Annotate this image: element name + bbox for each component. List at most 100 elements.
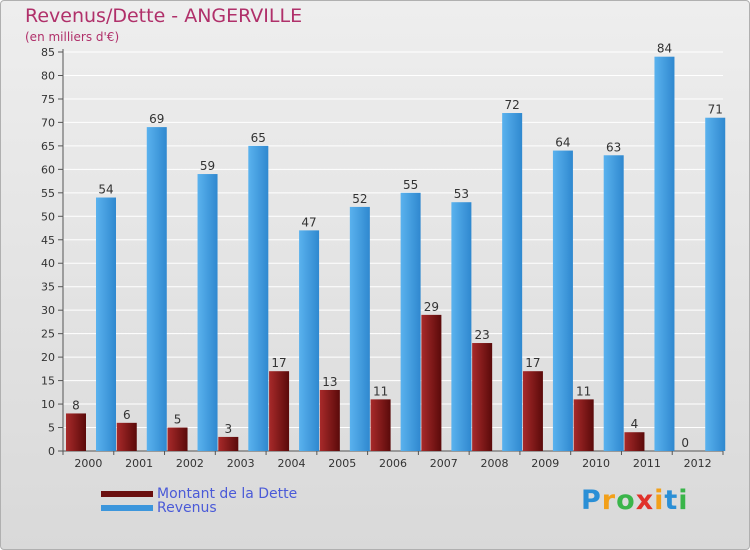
data-label: 63 xyxy=(606,140,621,154)
bar-revenus xyxy=(349,206,370,451)
bars xyxy=(66,56,726,452)
y-tick-label: 75 xyxy=(41,93,55,106)
bar-revenus xyxy=(248,145,269,451)
bar-revenus xyxy=(197,174,218,451)
data-label: 29 xyxy=(424,300,439,314)
bar-revenus xyxy=(654,56,675,451)
y-tick-label: 60 xyxy=(41,163,55,176)
data-labels: 8 54 6 69 5 59 3 65 17 47 13 52 11 55 29 53 23 72 17 64 11 63… xyxy=(72,42,723,450)
y-tick-label: 50 xyxy=(41,210,55,223)
y-tick-label: 80 xyxy=(41,69,55,82)
chart-subtitle: (en milliers d'€) xyxy=(25,30,120,44)
y-tick-label: 40 xyxy=(41,257,55,270)
bar-revenus xyxy=(552,150,573,451)
data-label: 72 xyxy=(505,98,520,112)
chart-title: Revenus/Dette - ANGERVILLE xyxy=(25,5,303,27)
data-label: 47 xyxy=(301,215,316,229)
data-label: 17 xyxy=(271,356,286,370)
legend-item-revenus: Revenus xyxy=(101,501,297,515)
logo-letter: x xyxy=(635,485,655,516)
bar-dette xyxy=(116,422,137,451)
data-label: 6 xyxy=(123,408,131,422)
data-label: 52 xyxy=(352,192,367,206)
y-tick-label: 30 xyxy=(41,304,55,317)
x-axis: 2000 2001 2002 2003 2004 2005 2006 2007 2008 2009… xyxy=(62,450,724,470)
y-tick-label: 5 xyxy=(48,422,55,435)
y-axis: 0 5 10 15 20 25 30 35 40 45 50 55 60 65 70 75 80 85 xyxy=(41,46,64,458)
x-tick-label: 2010 xyxy=(582,457,610,470)
data-label: 0 xyxy=(681,436,689,450)
data-label: 8 xyxy=(72,398,80,412)
legend-label-dette: Montant de la Dette xyxy=(157,486,298,502)
data-label: 13 xyxy=(322,375,337,389)
x-tick-label: 2003 xyxy=(227,457,255,470)
logo-letter: i xyxy=(678,485,689,516)
data-label: 4 xyxy=(631,417,639,431)
bar-dette xyxy=(472,343,493,451)
y-tick-label: 65 xyxy=(41,140,55,153)
y-tick-label: 25 xyxy=(41,328,55,341)
logo-letter: t xyxy=(664,485,679,516)
bar-dette xyxy=(573,399,594,451)
x-tick-label: 2005 xyxy=(328,457,356,470)
data-label: 54 xyxy=(98,183,113,197)
bar-revenus xyxy=(299,230,320,451)
x-tick-label: 2011 xyxy=(633,457,661,470)
legend-swatch-revenus xyxy=(101,505,153,511)
x-tick-label: 2007 xyxy=(430,457,458,470)
data-label: 11 xyxy=(576,384,591,398)
data-label: 55 xyxy=(403,178,418,192)
y-tick-label: 35 xyxy=(41,281,55,294)
x-tick-label: 2006 xyxy=(379,457,407,470)
data-label: 53 xyxy=(454,187,469,201)
bar-revenus xyxy=(96,197,116,451)
x-tick-label: 2002 xyxy=(176,457,204,470)
y-tick-label: 0 xyxy=(48,445,55,458)
x-tick-label: 2009 xyxy=(531,457,559,470)
x-tick-label: 2012 xyxy=(684,457,712,470)
x-tick-label: 2008 xyxy=(481,457,509,470)
x-tick-label: 2000 xyxy=(74,457,102,470)
logo-letter: P xyxy=(581,485,602,516)
y-tick-label: 85 xyxy=(41,46,55,59)
data-label: 84 xyxy=(657,42,672,56)
bar-dette xyxy=(66,413,86,451)
x-tick-label: 2004 xyxy=(277,457,305,470)
data-label: 71 xyxy=(708,103,723,117)
x-tick-label: 2001 xyxy=(125,457,153,470)
bar-revenus xyxy=(451,202,472,451)
y-tick-label: 20 xyxy=(41,351,55,364)
data-label: 5 xyxy=(174,413,182,427)
logo-letter: i xyxy=(654,485,665,516)
legend-label-revenus: Revenus xyxy=(157,500,217,516)
logo-letter: o xyxy=(616,485,636,516)
legend-item-dette: Montant de la Dette xyxy=(101,487,297,501)
bar-dette xyxy=(167,427,188,451)
y-tick-label: 70 xyxy=(41,116,55,129)
bar-dette xyxy=(522,371,543,451)
bar-dette xyxy=(319,389,340,451)
bar-revenus xyxy=(146,127,167,451)
bar-dette xyxy=(269,371,290,451)
legend-swatch-dette xyxy=(101,491,153,497)
bar-dette xyxy=(218,436,239,451)
y-tick-label: 55 xyxy=(41,187,55,200)
bar-dette xyxy=(421,314,442,451)
data-label: 11 xyxy=(373,384,388,398)
legend: Montant de la Dette Revenus xyxy=(101,487,297,515)
bar-dette xyxy=(624,432,645,451)
bar-dette xyxy=(370,399,391,451)
data-label: 64 xyxy=(555,136,570,150)
bar-revenus xyxy=(400,192,421,451)
data-label: 3 xyxy=(224,422,232,436)
y-tick-label: 45 xyxy=(41,234,55,247)
data-label: 17 xyxy=(525,356,540,370)
logo-letter: r xyxy=(601,485,617,516)
y-tick-label: 10 xyxy=(41,398,55,411)
bar-revenus xyxy=(502,113,523,451)
data-label: 65 xyxy=(251,131,266,145)
data-label: 69 xyxy=(149,112,164,126)
y-tick-label: 15 xyxy=(41,375,55,388)
